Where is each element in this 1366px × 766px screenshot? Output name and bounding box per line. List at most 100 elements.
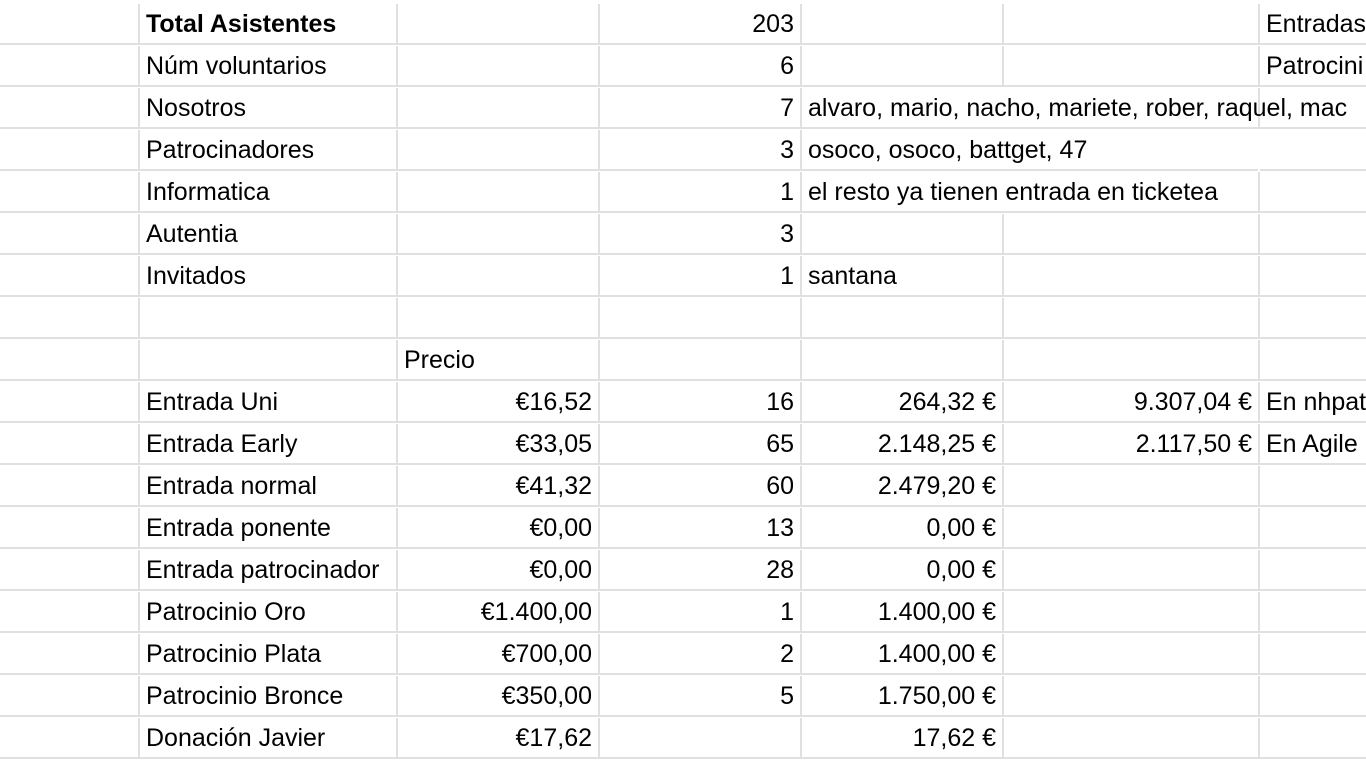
- cell-summary-label[interactable]: En Agile: [1260, 424, 1366, 465]
- cell[interactable]: [1004, 508, 1260, 549]
- cell-total[interactable]: 17,62 €: [802, 718, 1004, 759]
- cell[interactable]: [802, 46, 1004, 87]
- cell-price[interactable]: €1.400,00: [398, 592, 600, 633]
- cell[interactable]: [0, 4, 140, 45]
- cell[interactable]: [0, 550, 140, 591]
- cell-qty[interactable]: 5: [600, 676, 802, 717]
- cell[interactable]: [1260, 130, 1366, 171]
- cell-count[interactable]: 203: [600, 4, 802, 45]
- cell-price[interactable]: €41,32: [398, 466, 600, 507]
- cell-label[interactable]: Entrada ponente: [140, 508, 398, 549]
- cell[interactable]: [1004, 340, 1260, 381]
- cell[interactable]: [0, 88, 140, 129]
- cell[interactable]: [1260, 214, 1366, 255]
- cell-qty[interactable]: 28: [600, 550, 802, 591]
- cell[interactable]: [1260, 172, 1366, 213]
- cell[interactable]: [0, 130, 140, 171]
- cell-total[interactable]: 264,32 €: [802, 382, 1004, 423]
- cell-total[interactable]: 2.479,20 €: [802, 466, 1004, 507]
- cell-note[interactable]: alvaro, mario, nacho, mariete, rober, ra…: [802, 88, 1347, 129]
- cell[interactable]: [1260, 592, 1366, 633]
- cell[interactable]: [1260, 718, 1366, 759]
- cell-label[interactable]: Patrocinio Plata: [140, 634, 398, 675]
- cell[interactable]: [600, 340, 802, 381]
- cell[interactable]: [0, 172, 140, 213]
- cell[interactable]: [0, 298, 140, 339]
- cell-right-label[interactable]: Entradas: [1260, 4, 1366, 45]
- cell-total[interactable]: 0,00 €: [802, 550, 1004, 591]
- cell-label[interactable]: Entrada patrocinador: [140, 550, 398, 591]
- cell[interactable]: [398, 46, 600, 87]
- cell[interactable]: [1004, 718, 1260, 759]
- cell[interactable]: [1260, 88, 1366, 129]
- cell[interactable]: [140, 298, 398, 339]
- cell-qty[interactable]: 16: [600, 382, 802, 423]
- cell[interactable]: [1260, 256, 1366, 297]
- cell[interactable]: [1260, 634, 1366, 675]
- cell[interactable]: [0, 718, 140, 759]
- cell[interactable]: [0, 424, 140, 465]
- cell[interactable]: [1004, 214, 1260, 255]
- cell[interactable]: [398, 4, 600, 45]
- cell[interactable]: [802, 4, 1004, 45]
- cell[interactable]: [600, 298, 802, 339]
- cell-label[interactable]: Autentia: [140, 214, 398, 255]
- cell[interactable]: [0, 340, 140, 381]
- cell-label[interactable]: Informatica: [140, 172, 398, 213]
- cell[interactable]: [398, 298, 600, 339]
- cell[interactable]: [1004, 676, 1260, 717]
- cell[interactable]: [0, 634, 140, 675]
- cell[interactable]: [1004, 592, 1260, 633]
- cell-price[interactable]: €16,52: [398, 382, 600, 423]
- cell-label[interactable]: Entrada normal: [140, 466, 398, 507]
- cell-price[interactable]: €350,00: [398, 676, 600, 717]
- cell-total[interactable]: 1.400,00 €: [802, 634, 1004, 675]
- cell[interactable]: [1260, 676, 1366, 717]
- price-header[interactable]: Precio: [398, 340, 600, 381]
- cell[interactable]: [0, 592, 140, 633]
- cell-price[interactable]: €17,62: [398, 718, 600, 759]
- cell-count[interactable]: 3: [600, 214, 802, 255]
- cell[interactable]: [1260, 340, 1366, 381]
- cell-label[interactable]: Invitados: [140, 256, 398, 297]
- cell[interactable]: [1004, 550, 1260, 591]
- cell-price[interactable]: €700,00: [398, 634, 600, 675]
- cell-qty[interactable]: 2: [600, 634, 802, 675]
- cell-note[interactable]: santana: [802, 256, 1004, 297]
- cell-right-label[interactable]: Patrocini: [1260, 46, 1366, 87]
- cell-qty[interactable]: [600, 718, 802, 759]
- cell-price[interactable]: €0,00: [398, 508, 600, 549]
- cell-qty[interactable]: 1: [600, 592, 802, 633]
- cell-qty[interactable]: 13: [600, 508, 802, 549]
- cell-label[interactable]: Entrada Early: [140, 424, 398, 465]
- cell-count[interactable]: 1: [600, 172, 802, 213]
- cell-total[interactable]: 0,00 €: [802, 508, 1004, 549]
- cell[interactable]: [1004, 466, 1260, 507]
- cell[interactable]: [1260, 466, 1366, 507]
- cell-summary[interactable]: 2.117,50 €: [1004, 424, 1260, 465]
- cell-label[interactable]: Nosotros: [140, 88, 398, 129]
- cell-qty[interactable]: 65: [600, 424, 802, 465]
- cell[interactable]: [0, 46, 140, 87]
- cell[interactable]: [1260, 508, 1366, 549]
- cell[interactable]: [1004, 46, 1260, 87]
- cell[interactable]: [398, 88, 600, 129]
- cell-count[interactable]: 1: [600, 256, 802, 297]
- cell[interactable]: [1004, 634, 1260, 675]
- cell-count[interactable]: 7: [600, 88, 802, 129]
- cell-note[interactable]: osoco, osoco, battget, 47: [802, 130, 1258, 171]
- cell-total[interactable]: 2.148,25 €: [802, 424, 1004, 465]
- cell[interactable]: [0, 214, 140, 255]
- cell-total[interactable]: 1.400,00 €: [802, 592, 1004, 633]
- cell-label[interactable]: Núm voluntarios: [140, 46, 398, 87]
- cell[interactable]: [398, 172, 600, 213]
- cell[interactable]: [0, 508, 140, 549]
- cell[interactable]: [140, 340, 398, 381]
- cell[interactable]: [802, 340, 1004, 381]
- cell-note[interactable]: el resto ya tienen entrada en ticketea: [802, 172, 1260, 213]
- cell[interactable]: [0, 256, 140, 297]
- cell[interactable]: [0, 466, 140, 507]
- cell-total[interactable]: 1.750,00 €: [802, 676, 1004, 717]
- cell[interactable]: [1004, 4, 1260, 45]
- cell[interactable]: [398, 256, 600, 297]
